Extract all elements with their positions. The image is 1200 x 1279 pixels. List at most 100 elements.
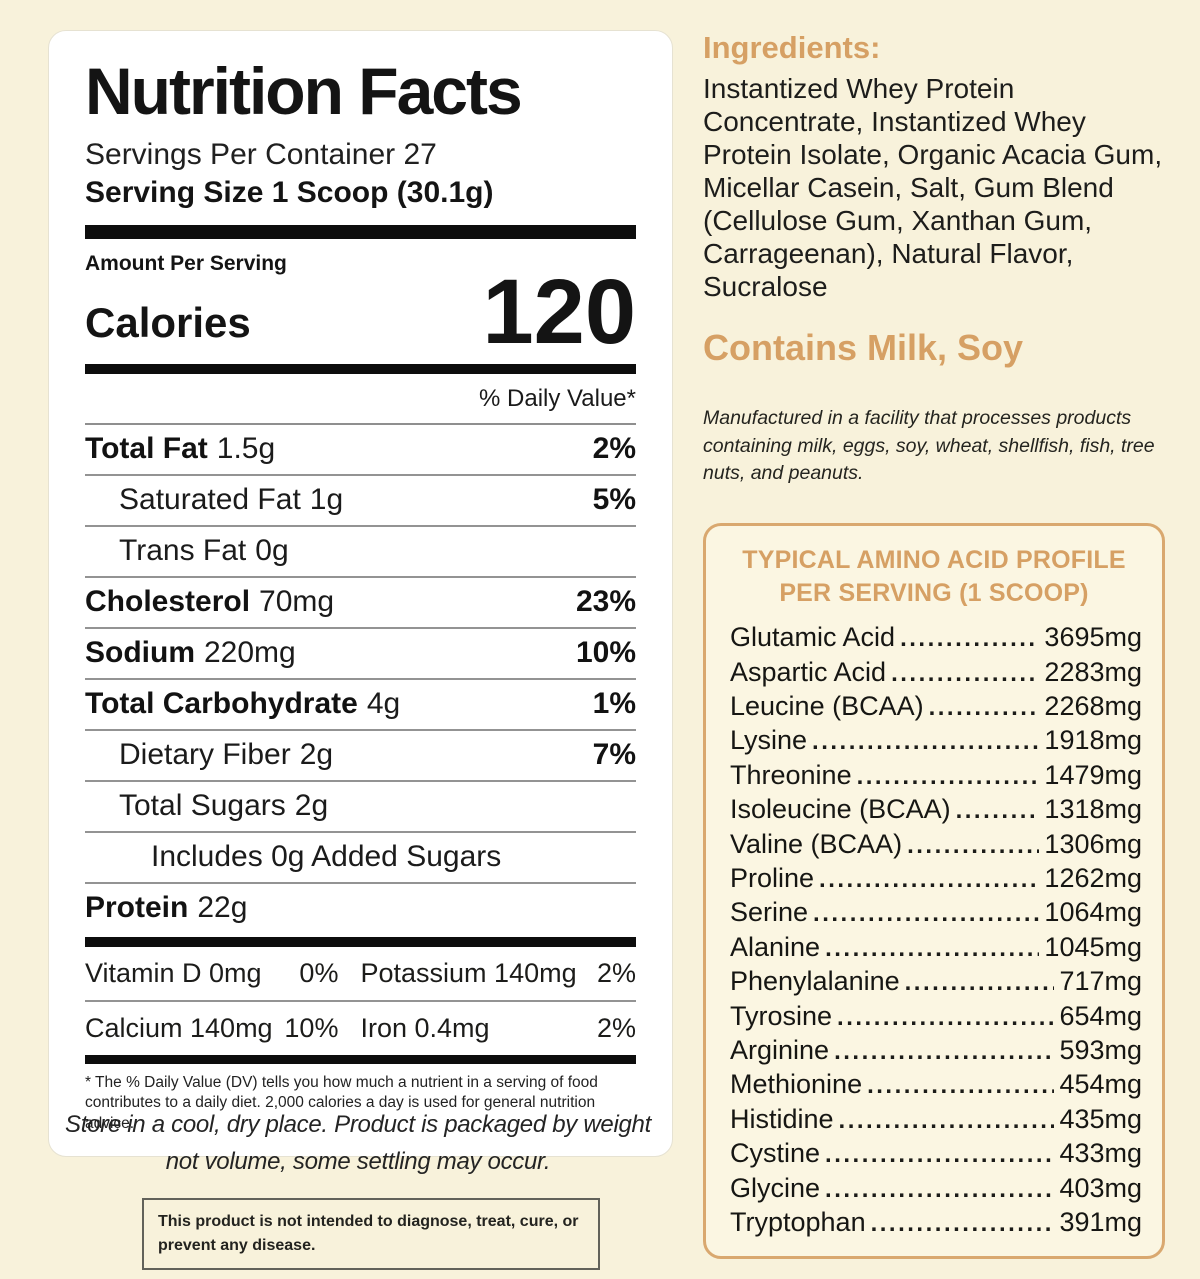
nutrition-facts-title: Nutrition Facts xyxy=(85,54,523,128)
amino-acid-row: Isoleucine (BCAA) 1318mg xyxy=(726,793,1142,827)
micronutrient-left: Calcium 140mg 10% xyxy=(85,1013,338,1044)
nutrient-row: Total Carbohydrate 4g 1% xyxy=(85,677,636,729)
amino-acid-name: Cystine xyxy=(730,1138,821,1169)
nutrient-row: Trans Fat 0g xyxy=(85,524,636,576)
micronutrient-label: Iron 0.4mg xyxy=(360,1012,490,1043)
nutrient-row: Total Sugars 2g xyxy=(85,779,636,831)
amino-acid-row: Proline 1262mg xyxy=(726,862,1142,896)
amino-acid-row: Glycine 403mg xyxy=(726,1172,1142,1206)
dotted-leader xyxy=(900,621,1039,655)
dotted-leader xyxy=(813,896,1039,930)
dotted-leader xyxy=(825,1137,1054,1171)
nutrient-row: Includes 0g Added Sugars xyxy=(85,830,636,882)
amino-acid-profile-box: TYPICAL AMINO ACID PROFILE PER SERVING (… xyxy=(703,523,1165,1260)
amino-acid-row: Arginine 593mg xyxy=(726,1034,1142,1068)
dotted-leader xyxy=(905,965,1055,999)
micronutrient-row: Calcium 140mg 10% Iron 0.4mg 2% xyxy=(85,999,637,1055)
micronutrient-dv: 10% xyxy=(284,1012,339,1043)
amino-acid-name: Aspartic Acid xyxy=(730,656,887,687)
amino-acid-name: Valine (BCAA) xyxy=(730,828,903,859)
nutrient-name-amount: Protein 22g xyxy=(85,890,248,924)
nutrient-name-amount: Includes 0g Added Sugars xyxy=(151,839,502,873)
amino-acid-row: Phenylalanine 717mg xyxy=(726,965,1142,999)
amino-acid-row: Histidine 435mg xyxy=(726,1103,1142,1137)
ingredients-text: Instantized Whey Protein Concentrate, In… xyxy=(703,73,1163,303)
amino-acid-name: Lysine xyxy=(730,725,808,756)
amino-acid-name: Threonine xyxy=(730,759,852,790)
micronutrient-label: Vitamin D 0mg xyxy=(85,957,262,988)
amino-acid-row: Valine (BCAA) 1306mg xyxy=(726,828,1142,862)
amino-acid-name: Alanine xyxy=(730,931,821,962)
right-column: Ingredients: Instantized Whey Protein Co… xyxy=(703,30,1165,1260)
amino-acid-value: 1045mg xyxy=(1044,931,1142,962)
calories-row: Calories 120 xyxy=(85,261,637,364)
micronutrient-right: Iron 0.4mg 2% xyxy=(361,1013,637,1044)
amino-acid-name: Glutamic Acid xyxy=(730,622,896,653)
thick-divider-bar xyxy=(85,1054,636,1064)
nutrient-daily-value: 2% xyxy=(592,431,636,465)
amount-per-serving-label: Amount Per Serving xyxy=(85,252,287,276)
amino-acid-row: Methionine 454mg xyxy=(726,1068,1142,1102)
amino-acid-value: 1064mg xyxy=(1044,897,1142,928)
amino-acid-value: 435mg xyxy=(1059,1103,1142,1134)
amino-acid-name: Glycine xyxy=(730,1172,821,1203)
amino-acid-value: 1306mg xyxy=(1044,828,1142,859)
nutrient-name-amount: Total Fat 1.5g xyxy=(85,431,276,465)
nutrient-name-amount: Saturated Fat 1g xyxy=(119,482,344,516)
amino-acid-row: Glutamic Acid 3695mg xyxy=(726,621,1142,655)
amino-acid-value: 2268mg xyxy=(1044,690,1142,721)
micronutrient-row: Vitamin D 0mg 0% Potassium 140mg 2% xyxy=(85,947,636,1000)
nutrient-name-amount: Dietary Fiber 2g xyxy=(119,737,334,771)
nutrient-row: Cholesterol 70mg 23% xyxy=(85,575,636,627)
micronutrient-rows: Vitamin D 0mg 0% Potassium 140mg 2% Calc… xyxy=(85,947,636,1055)
nutrient-name-amount: Total Carbohydrate 4g xyxy=(85,686,401,720)
amino-acid-name: Tryptophan xyxy=(730,1207,866,1238)
thick-divider-bar xyxy=(85,936,636,947)
dotted-leader xyxy=(867,1068,1054,1102)
amino-acid-value: 654mg xyxy=(1059,1000,1142,1031)
nutrient-rows: Total Fat 1.5g 2% Saturated Fat 1g 5% Tran… xyxy=(85,422,636,933)
amino-acid-value: 433mg xyxy=(1059,1138,1142,1169)
daily-value-header: % Daily Value* xyxy=(479,384,636,412)
nutrient-row: Dietary Fiber 2g 7% xyxy=(85,728,636,780)
amino-acid-value: 717mg xyxy=(1059,966,1142,997)
amino-acid-value: 2283mg xyxy=(1044,656,1142,687)
amino-acid-row: Tryptophan 391mg xyxy=(726,1206,1142,1240)
dotted-leader xyxy=(956,793,1040,827)
amino-acid-row: Tyrosine 654mg xyxy=(726,1000,1142,1034)
micronutrient-label: Calcium 140mg xyxy=(85,1012,273,1043)
amino-acid-name: Phenylalanine xyxy=(730,966,900,997)
storage-note-line1: Store in a cool, dry place. Product is p… xyxy=(65,1111,651,1138)
amino-acid-value: 1479mg xyxy=(1044,759,1142,790)
dotted-leader xyxy=(871,1206,1055,1240)
micronutrient-dv: 2% xyxy=(596,1012,636,1043)
amino-acid-row: Serine 1064mg xyxy=(726,896,1142,930)
amino-acid-name: Arginine xyxy=(730,1034,830,1065)
facility-statement: Manufactured in a facility that processe… xyxy=(703,407,1155,484)
contains-allergens: Contains Milk, Soy xyxy=(703,327,1024,369)
nutrient-row: Protein 22g xyxy=(85,881,636,933)
amino-acid-row: Threonine 1479mg xyxy=(726,759,1142,793)
amino-acid-name: Serine xyxy=(730,897,809,928)
nutrient-name-amount: Sodium 220mg xyxy=(85,635,296,669)
micronutrient-dv: 0% xyxy=(299,957,339,988)
amino-acid-name: Methionine xyxy=(730,1069,863,1100)
amino-acid-value: 1318mg xyxy=(1044,794,1142,825)
dotted-leader xyxy=(929,690,1040,724)
amino-acid-value: 454mg xyxy=(1059,1069,1142,1100)
amino-acid-value: 1918mg xyxy=(1044,725,1142,756)
fda-disclaimer-box: This product is not intended to diagnose… xyxy=(142,1198,600,1270)
dotted-leader xyxy=(825,931,1039,965)
micronutrient-right: Potassium 140mg 2% xyxy=(361,958,637,989)
micronutrient-dv: 2% xyxy=(596,957,636,988)
nutrient-daily-value: 7% xyxy=(592,737,636,771)
nutrient-name-amount: Cholesterol 70mg xyxy=(85,584,335,618)
nutrient-daily-value: 1% xyxy=(592,686,636,720)
nutrient-row: Saturated Fat 1g 5% xyxy=(85,473,636,525)
amino-acid-rows: Glutamic Acid 3695mg Aspartic Acid 2283m… xyxy=(726,621,1142,1240)
calories-value: 120 xyxy=(482,261,637,364)
dotted-leader xyxy=(837,1000,1054,1034)
dotted-leader xyxy=(819,862,1039,896)
micronutrient-left: Vitamin D 0mg 0% xyxy=(85,958,338,989)
storage-note-line2: not volume, some settling may occur. xyxy=(165,1148,551,1176)
